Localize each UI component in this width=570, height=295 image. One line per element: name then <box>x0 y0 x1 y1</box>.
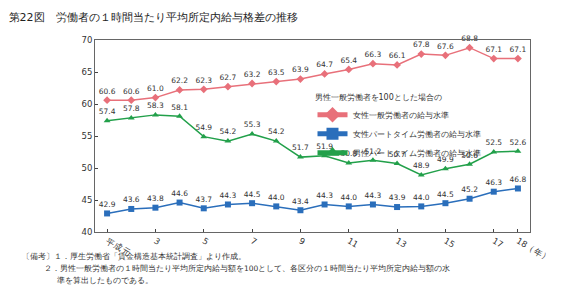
svg-text:女性パートタイム労働者の給与水準: 女性パートタイム労働者の給与水準 <box>353 130 481 139</box>
svg-text:44.0: 44.0 <box>413 193 430 202</box>
svg-text:平成元: 平成元 <box>104 236 132 258</box>
svg-text:67.6: 67.6 <box>437 42 454 51</box>
svg-text:18（年）: 18（年） <box>515 236 553 264</box>
svg-text:第22図 労働者の１時間当たり平均所定内給与格差の推移: 第22図 労働者の１時間当たり平均所定内給与格差の推移 <box>9 11 298 24</box>
svg-text:3: 3 <box>152 236 162 247</box>
svg-text:43.8: 43.8 <box>147 194 164 203</box>
svg-text:54.9: 54.9 <box>195 123 212 132</box>
svg-text:女性一般労働者の給与水準: 女性一般労働者の給与水準 <box>353 111 449 120</box>
svg-text:男性一般労働者を100とした場合の: 男性一般労働者を100とした場合の <box>315 93 442 102</box>
svg-text:50: 50 <box>81 163 92 173</box>
svg-text:42.9: 42.9 <box>99 200 116 209</box>
svg-text:43.4: 43.4 <box>292 197 309 206</box>
svg-text:63.2: 63.2 <box>244 70 261 79</box>
svg-text:52.5: 52.5 <box>485 138 502 147</box>
svg-text:40: 40 <box>81 227 92 237</box>
svg-text:67.1: 67.1 <box>485 45 502 54</box>
svg-text:63.9: 63.9 <box>292 65 309 74</box>
svg-text:44.3: 44.3 <box>365 191 382 200</box>
svg-text:46.8: 46.8 <box>510 175 527 184</box>
svg-text:43.7: 43.7 <box>195 195 212 204</box>
svg-text:44.3: 44.3 <box>220 191 237 200</box>
svg-text:48.9: 48.9 <box>413 161 430 170</box>
svg-text:60: 60 <box>81 99 92 109</box>
svg-text:44.5: 44.5 <box>437 190 454 199</box>
svg-text:15: 15 <box>442 236 456 250</box>
svg-text:62.3: 62.3 <box>195 76 212 85</box>
svg-text:11: 11 <box>346 236 360 250</box>
svg-text:44.0: 44.0 <box>340 193 357 202</box>
svg-text:57.8: 57.8 <box>123 104 140 113</box>
svg-text:54.2: 54.2 <box>220 127 237 136</box>
svg-text:68.8: 68.8 <box>461 34 478 43</box>
svg-text:49.9: 49.9 <box>437 155 454 164</box>
svg-text:44.5: 44.5 <box>244 190 261 199</box>
svg-text:51.9: 51.9 <box>316 142 333 152</box>
svg-text:男性パートタイム労働者の給与水準: 男性パートタイム労働者の給与水準 <box>353 149 481 158</box>
svg-text:58.3: 58.3 <box>147 101 164 110</box>
svg-text:２．男性一般労働者の１時間当たり平均所定内給与額を100とし: ２．男性一般労働者の１時間当たり平均所定内給与額を100として、各区分の１時間当… <box>44 264 450 273</box>
svg-text:60.6: 60.6 <box>99 87 116 96</box>
svg-text:17: 17 <box>491 236 505 250</box>
svg-text:66.3: 66.3 <box>365 50 382 59</box>
svg-text:46.3: 46.3 <box>485 178 502 187</box>
svg-text:54.2: 54.2 <box>268 127 285 136</box>
svg-text:44.0: 44.0 <box>268 193 285 202</box>
svg-text:9: 9 <box>297 236 307 247</box>
svg-text:5: 5 <box>201 236 211 247</box>
svg-text:45.2: 45.2 <box>461 185 478 194</box>
svg-text:55: 55 <box>81 131 92 141</box>
svg-text:55.3: 55.3 <box>244 120 261 129</box>
svg-text:67.1: 67.1 <box>510 45 527 54</box>
svg-text:70: 70 <box>81 35 92 45</box>
svg-text:65: 65 <box>81 67 92 77</box>
svg-text:67.8: 67.8 <box>413 40 430 49</box>
svg-text:43.6: 43.6 <box>123 195 140 204</box>
svg-text:45: 45 <box>81 195 92 205</box>
svg-text:44.6: 44.6 <box>171 189 188 198</box>
svg-text:60.6: 60.6 <box>123 87 140 96</box>
svg-text:44.3: 44.3 <box>316 191 333 200</box>
svg-text:43.9: 43.9 <box>389 193 406 202</box>
svg-text:66.1: 66.1 <box>389 51 406 60</box>
svg-text:〔備考〕１．厚生労働省「賃金構造基本統計調査」より作成。: 〔備考〕１．厚生労働省「賃金構造基本統計調査」より作成。 <box>22 252 246 261</box>
svg-text:7: 7 <box>249 236 259 247</box>
svg-text:52.6: 52.6 <box>510 138 527 147</box>
svg-text:63.5: 63.5 <box>268 68 285 77</box>
svg-text:準を算出したものである。: 準を算出したものである。 <box>57 276 153 285</box>
svg-text:51.7: 51.7 <box>292 143 309 152</box>
svg-text:57.4: 57.4 <box>99 107 116 116</box>
svg-text:13: 13 <box>394 236 408 250</box>
svg-text:61.0: 61.0 <box>147 84 164 93</box>
svg-text:62.7: 62.7 <box>220 73 237 82</box>
svg-text:65.4: 65.4 <box>340 56 357 65</box>
svg-text:58.1: 58.1 <box>171 103 188 112</box>
svg-text:62.2: 62.2 <box>171 76 188 85</box>
svg-text:64.7: 64.7 <box>316 60 333 69</box>
